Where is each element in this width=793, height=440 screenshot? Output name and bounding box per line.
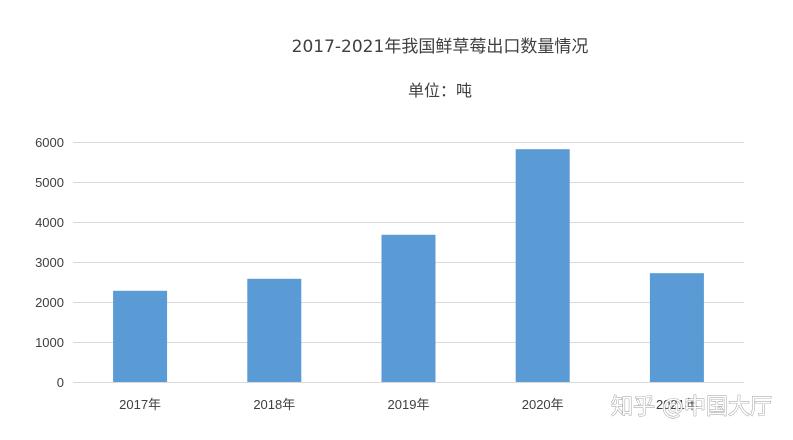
x-tick-label: 2020年 <box>522 397 564 412</box>
x-axis-ticks: 2017年 2018年 2019年 2020年 2021年 <box>119 397 698 412</box>
y-tick-label: 0 <box>57 375 64 390</box>
y-axis-ticks: 0 1000 2000 3000 4000 5000 6000 <box>35 135 64 390</box>
bar-5 <box>649 273 704 382</box>
x-tick-label: 2021年 <box>656 397 698 412</box>
watermark: 知乎 @中国大厅 <box>611 395 772 420</box>
bar-3 <box>381 234 436 382</box>
x-tick-label: 2018年 <box>253 397 295 412</box>
bar-4 <box>515 149 570 382</box>
bars <box>113 149 704 382</box>
y-tick-label: 1000 <box>35 335 64 350</box>
bar-1 <box>113 290 168 382</box>
chart-title: 2017-2021年我国鲜草莓出口数量情况 <box>292 37 589 57</box>
chart-subtitle: 单位：吨 <box>408 81 472 100</box>
x-tick-label: 2019年 <box>388 397 430 412</box>
y-tick-label: 5000 <box>35 175 64 190</box>
y-tick-label: 6000 <box>35 135 64 150</box>
x-tick-label: 2017年 <box>119 397 161 412</box>
y-tick-label: 2000 <box>35 295 64 310</box>
y-tick-label: 4000 <box>35 215 64 230</box>
bar-2 <box>247 278 302 382</box>
y-tick-label: 3000 <box>35 255 64 270</box>
